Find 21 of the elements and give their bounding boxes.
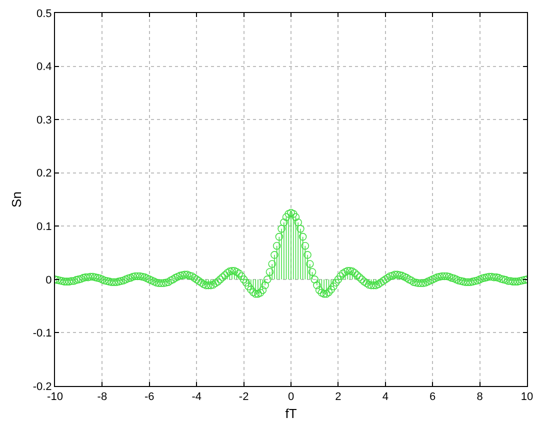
- y-tick-label: 0.2: [36, 168, 52, 180]
- x-tick-label: -8: [97, 391, 108, 404]
- x-tick-label: -4: [192, 391, 202, 404]
- x-tick-label: -10: [47, 391, 63, 404]
- x-tick-label: 0: [288, 391, 294, 404]
- y-tick-label: -0.1: [32, 328, 52, 340]
- x-tick-label: 6: [430, 391, 436, 404]
- y-tick-label: 0: [46, 274, 52, 286]
- x-tick-label: 10: [520, 391, 534, 404]
- y-tick-label: 0.3: [36, 114, 52, 126]
- x-tick-label: 2: [335, 391, 342, 404]
- x-tick-label: -6: [144, 391, 154, 404]
- x-axis-title: fT: [285, 406, 297, 421]
- y-tick-label: 0.1: [36, 220, 52, 233]
- x-tick-label: 4: [382, 391, 388, 404]
- y-tick-label: 0.5: [36, 8, 52, 20]
- y-tick-label: 0.4: [36, 61, 52, 74]
- x-tick-label: -2: [238, 391, 249, 404]
- y-axis-title: Sn: [8, 192, 24, 208]
- y-tick-label: -0.2: [32, 380, 52, 393]
- x-tick-label: 8: [476, 391, 483, 404]
